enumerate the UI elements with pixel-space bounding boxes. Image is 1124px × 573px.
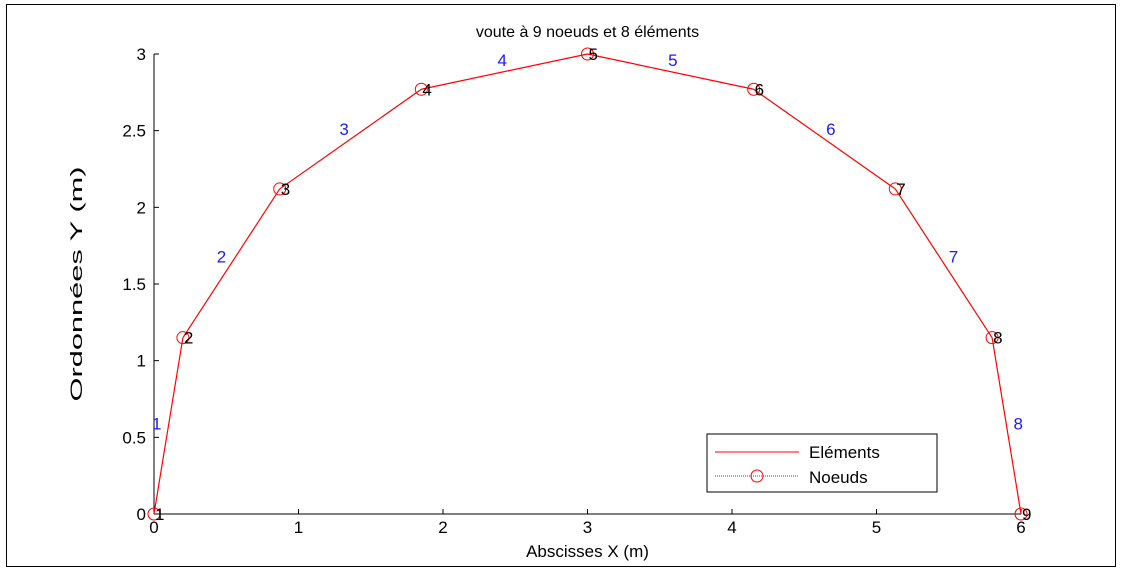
element-segment: [894, 188, 993, 338]
y-tick-label: 3: [137, 45, 146, 64]
figure-frame: [6, 4, 1116, 567]
element-label: 1: [152, 414, 161, 433]
node-marker: [147, 507, 161, 521]
x-tick-label: 1: [294, 518, 303, 537]
legend-marker-nodes: [750, 469, 764, 483]
node-marker: [747, 82, 761, 96]
x-tick-label: 0: [149, 518, 158, 537]
x-tick-label: 3: [583, 518, 592, 537]
element-segment: [153, 337, 184, 515]
axes: 0 1 2 3 4 5 600.511.522.53: [122, 45, 1025, 537]
element-label: 2: [217, 247, 226, 266]
element-segment: [279, 88, 422, 190]
node-label: 1: [155, 505, 164, 524]
element-label: 7: [949, 247, 958, 266]
node-label: 3: [281, 180, 290, 199]
element-segment: [182, 188, 281, 338]
element-segment: [991, 337, 1022, 515]
y-tick-label: 2: [137, 198, 146, 217]
element-label: 8: [1014, 414, 1023, 433]
element-label: 6: [826, 120, 835, 139]
node-marker: [273, 182, 287, 196]
element-label: 5: [668, 51, 677, 70]
x-tick-label: 2: [438, 518, 447, 537]
node-label: 6: [755, 80, 764, 99]
node-marker: [176, 331, 190, 345]
x-tick-label: 6: [1016, 518, 1025, 537]
y-tick-label: 1: [137, 352, 146, 371]
legend-box: [706, 433, 938, 493]
y-tick-label: 2.5: [122, 122, 146, 141]
x-tick-label: 4: [727, 518, 736, 537]
node-label: 4: [422, 80, 431, 99]
y-axis-label: Ordonnées Y (m): [67, 167, 86, 402]
node-label: 8: [993, 329, 1002, 348]
x-axis-label: Abscisses X (m): [526, 542, 649, 561]
y-tick-label: 0.5: [122, 428, 146, 447]
plot-area: 1 2 3 4 5 6 7 8 9 1 2 3 4 5 6 7 8: [147, 45, 1031, 524]
node-label: 5: [589, 45, 598, 64]
node-label: 7: [896, 180, 905, 199]
chart-title: voute à 9 noeuds et 8 éléments: [476, 24, 699, 41]
node-marker: [414, 82, 428, 96]
y-tick-label: 1.5: [122, 275, 146, 294]
legend-label-elements: Eléments: [809, 443, 880, 462]
node-marker: [1014, 507, 1028, 521]
element-segment: [753, 88, 896, 190]
legend: Eléments Noeuds: [706, 433, 938, 493]
node-label: 9: [1022, 505, 1031, 524]
element-segment: [587, 53, 754, 90]
element-segment: [421, 53, 588, 90]
element-label: 3: [339, 120, 348, 139]
y-tick-label: 0: [137, 505, 146, 524]
x-tick-label: 5: [872, 518, 881, 537]
node-marker: [888, 182, 902, 196]
element-label: 4: [497, 51, 506, 70]
node-label: 2: [184, 329, 193, 348]
node-marker: [581, 47, 594, 61]
legend-label-nodes: Noeuds: [809, 468, 868, 487]
node-marker: [985, 331, 999, 345]
